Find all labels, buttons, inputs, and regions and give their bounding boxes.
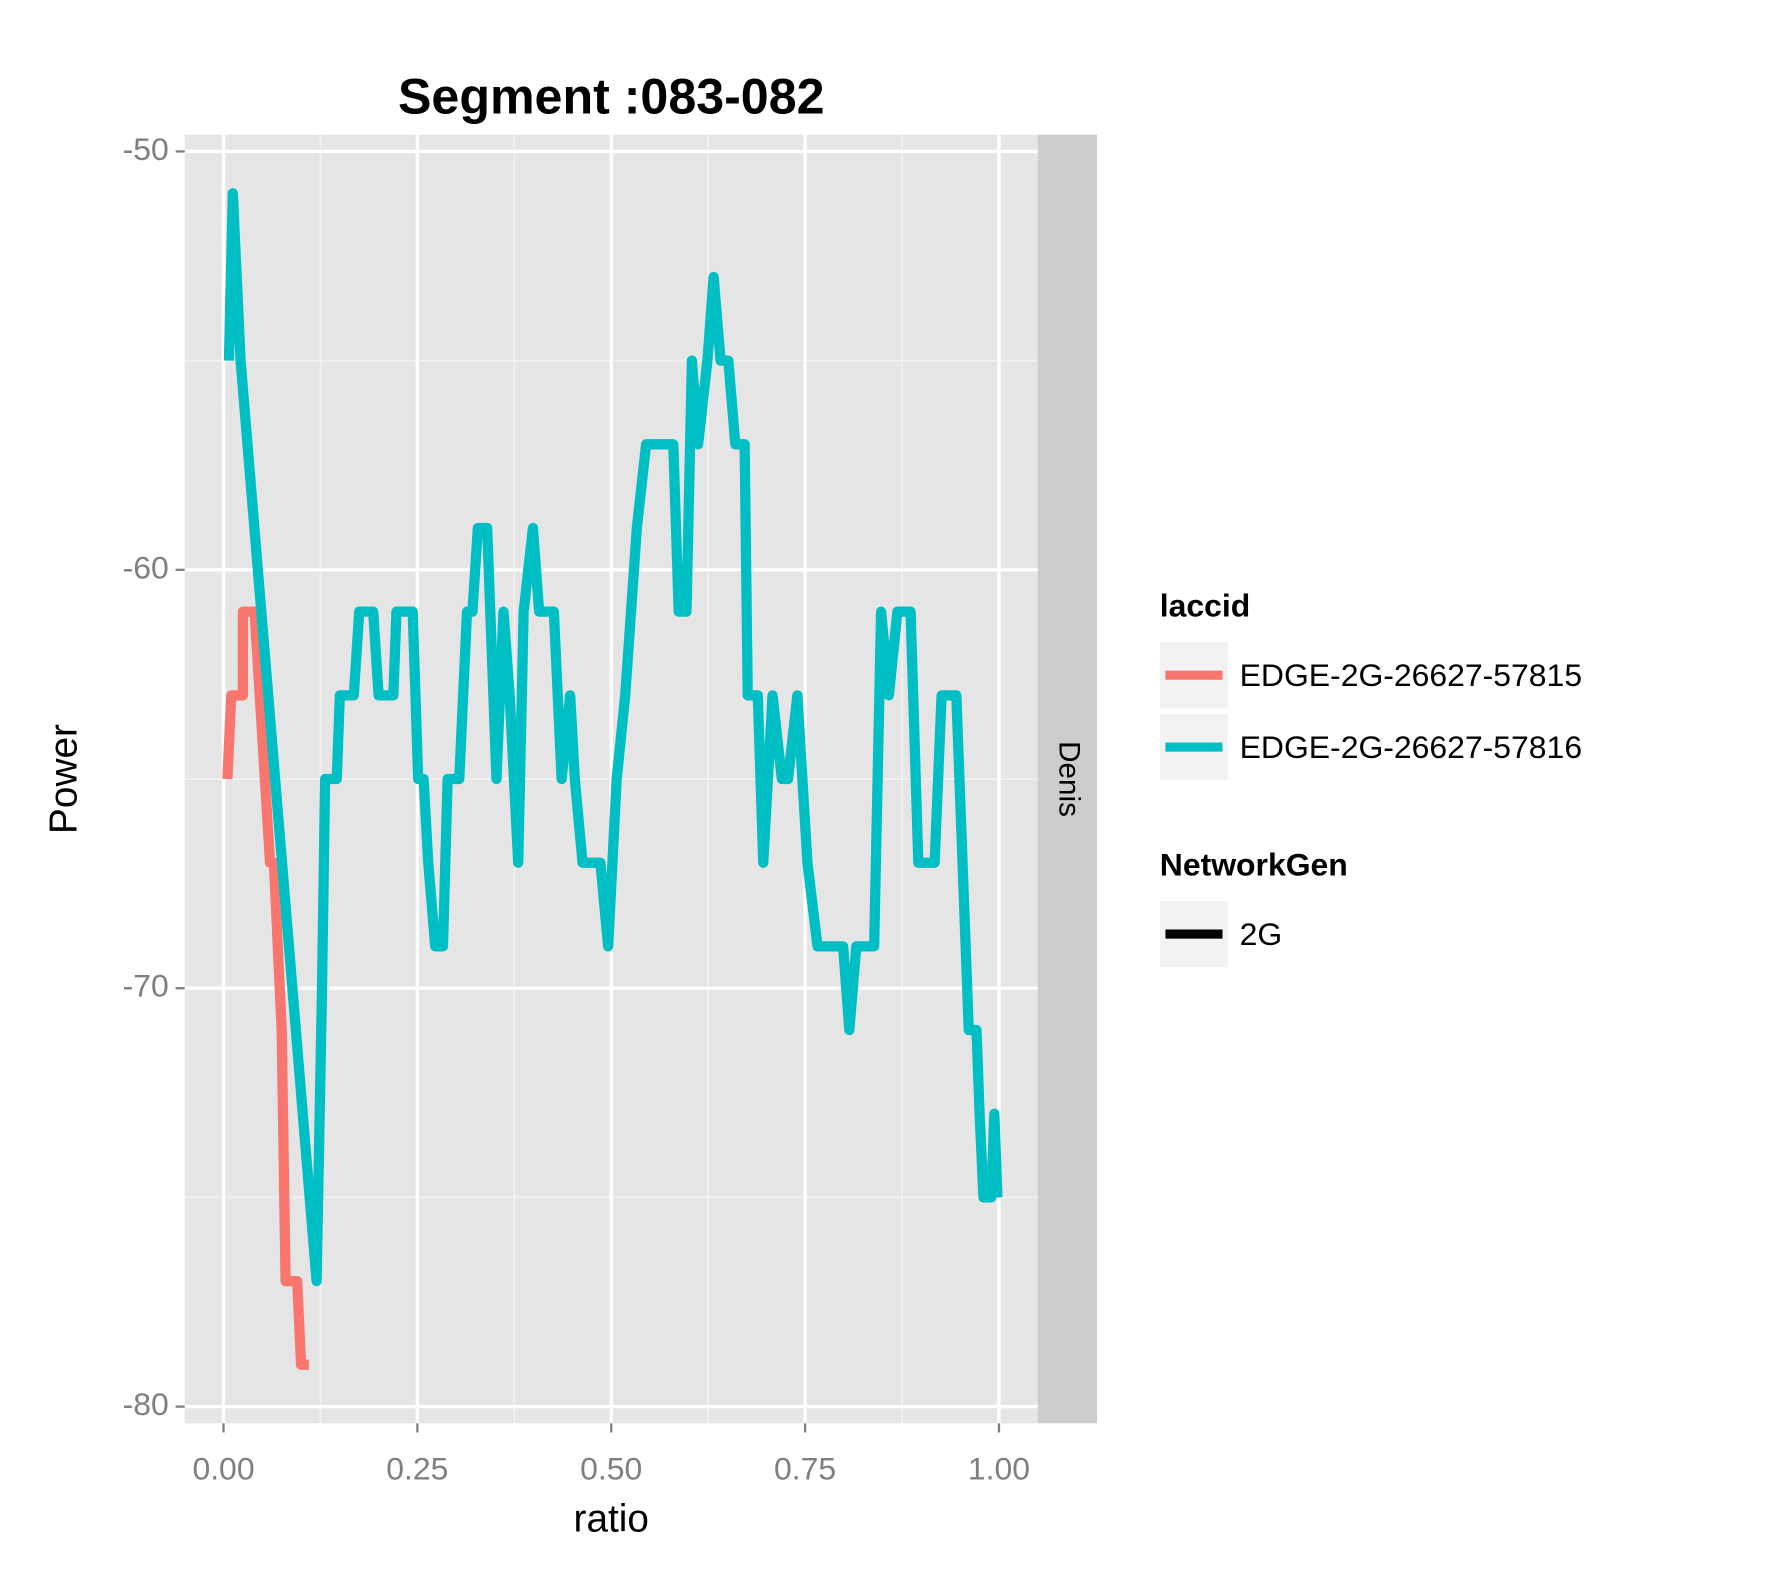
legend-title: laccid: [1160, 587, 1251, 623]
legend-title: NetworkGen: [1160, 846, 1348, 882]
facet-strip: [1037, 134, 1098, 1424]
x-tick-label: 0.50: [580, 1451, 642, 1487]
chart-title: Segment :083-082: [398, 69, 825, 125]
y-tick-label: -70: [123, 968, 169, 1004]
x-tick-label: 0.00: [192, 1451, 254, 1487]
x-tick-label: 0.25: [386, 1451, 448, 1487]
legend-label: 2G: [1240, 916, 1283, 952]
x-tick-label: 1.00: [968, 1451, 1030, 1487]
legend-label: EDGE-2G-26627-57816: [1240, 729, 1582, 765]
data-line: [223, 188, 1003, 1287]
y-tick-label: -80: [123, 1386, 169, 1422]
x-tick-label: 0.75: [774, 1451, 836, 1487]
legend-label: EDGE-2G-26627-57815: [1240, 657, 1582, 693]
y-tick-label: -50: [123, 131, 169, 167]
x-axis-label: ratio: [574, 1498, 649, 1541]
y-tick-label: -60: [123, 549, 169, 585]
facet-label: Denis: [1053, 741, 1086, 817]
data-line: [222, 606, 309, 1370]
y-axis-label: Power: [42, 724, 85, 834]
